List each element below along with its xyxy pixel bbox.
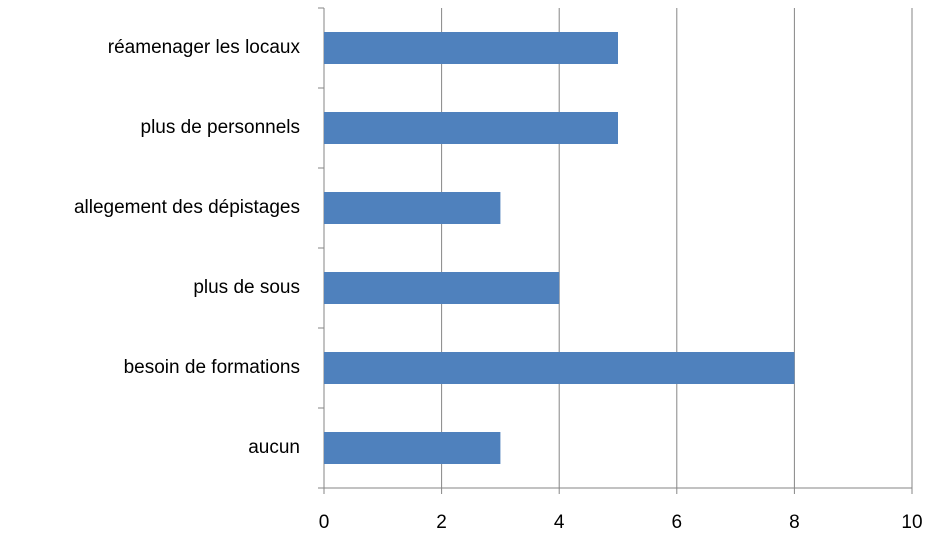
bar — [324, 192, 501, 224]
bar — [324, 272, 560, 304]
bar — [324, 352, 795, 384]
y-tick-label: aucun — [248, 437, 300, 458]
x-tick-label: 10 — [901, 512, 922, 533]
y-tick-label: plus de sous — [193, 277, 300, 298]
y-tick-label: allegement des dépistages — [74, 197, 300, 218]
x-tick-label: 0 — [319, 512, 330, 533]
bar — [324, 432, 501, 464]
bar — [324, 32, 618, 64]
y-tick-label: plus de personnels — [141, 117, 301, 138]
y-tick-label: besoin de formations — [124, 357, 300, 378]
bar — [324, 112, 618, 144]
x-tick-label: 4 — [554, 512, 565, 533]
x-tick-label: 2 — [436, 512, 447, 533]
x-tick-label: 6 — [672, 512, 683, 533]
y-tick-label: réamenager les locaux — [108, 37, 301, 58]
x-tick-label: 8 — [789, 512, 800, 533]
